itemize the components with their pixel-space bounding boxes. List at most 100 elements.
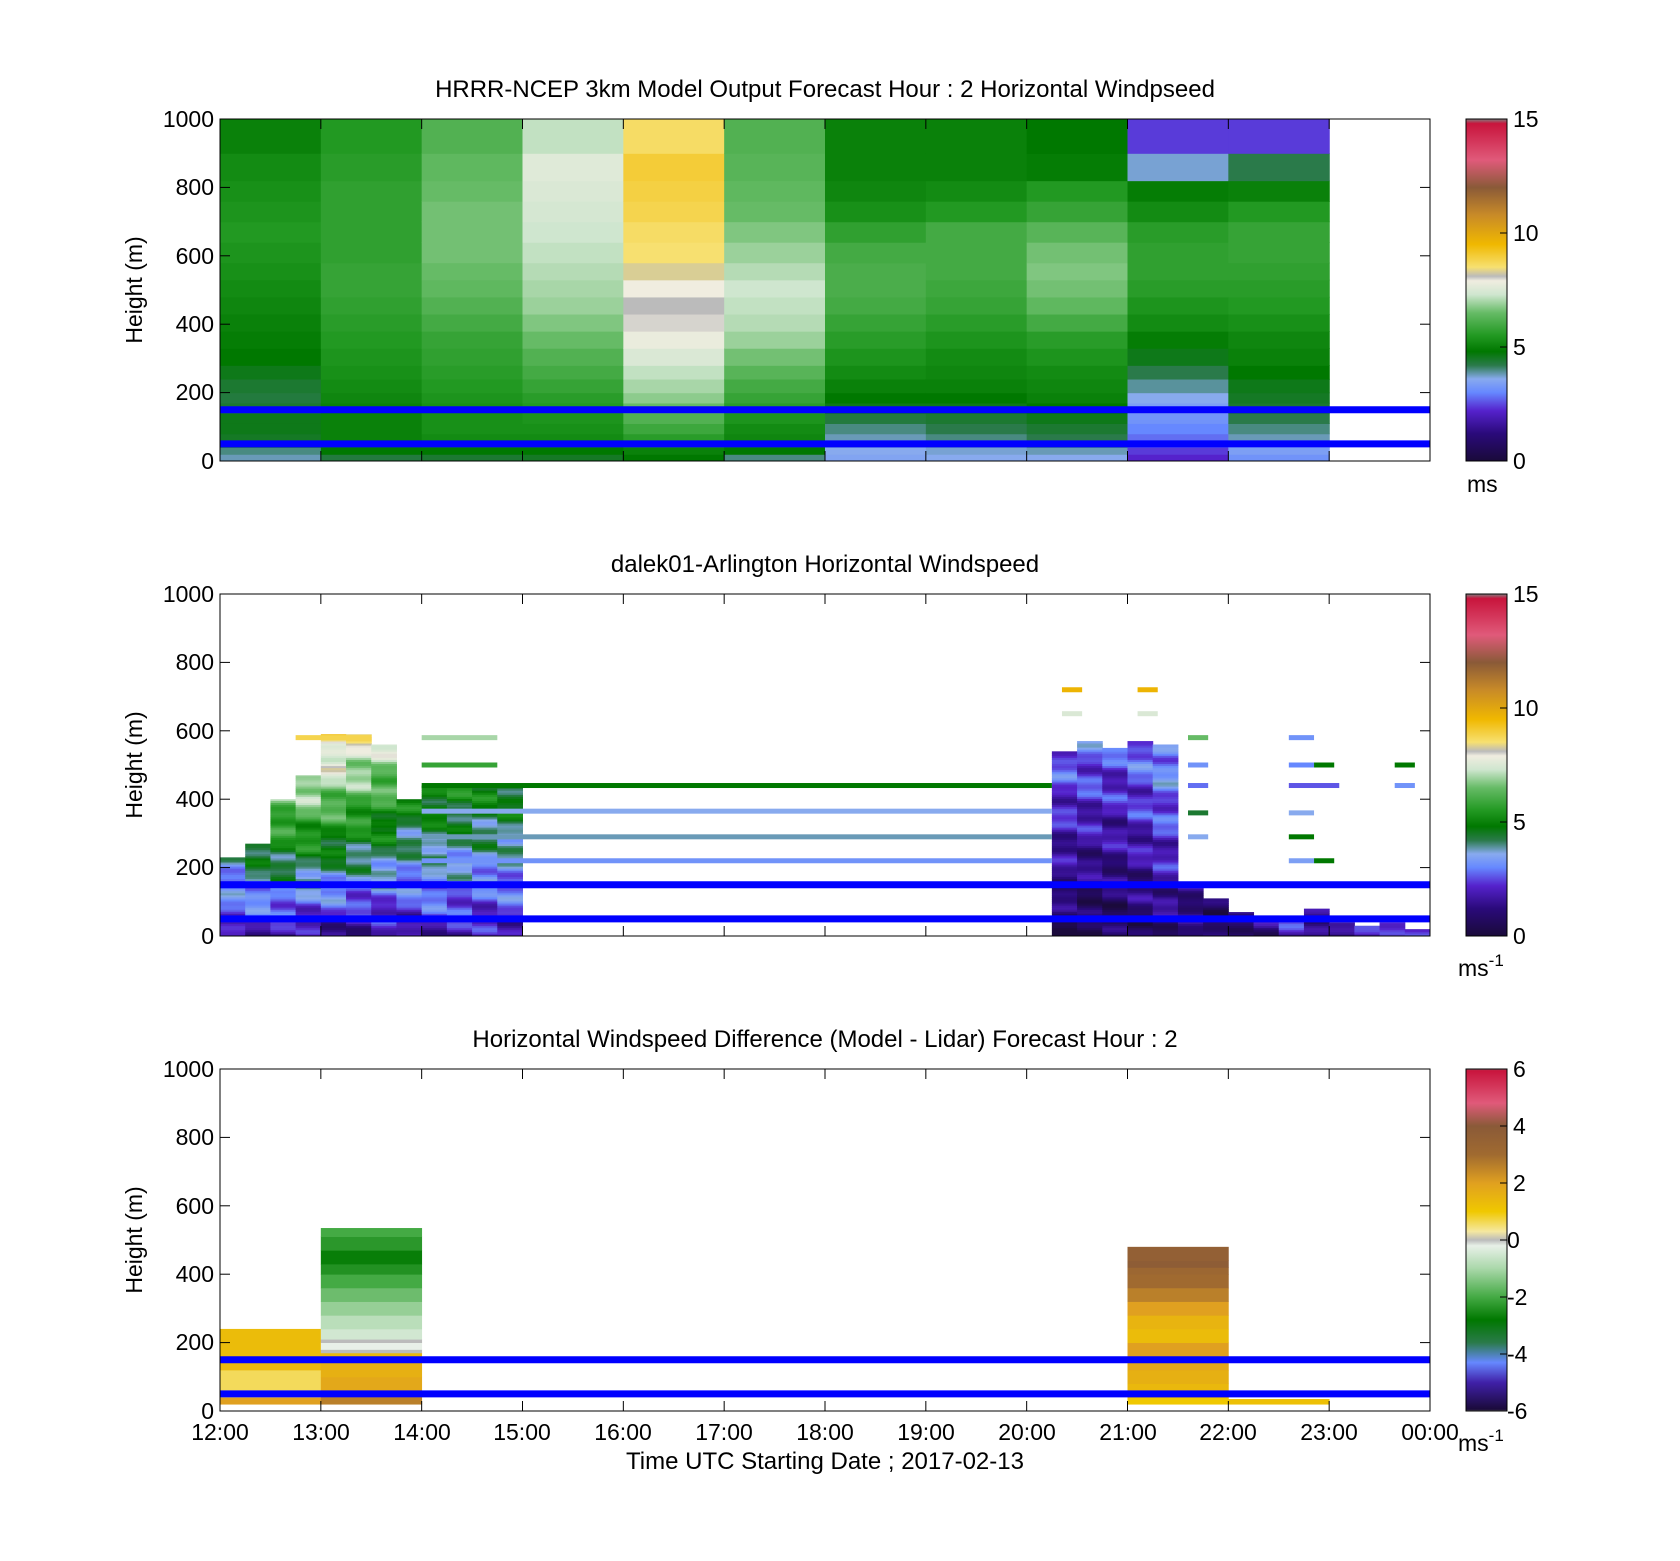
heatmap-cell — [220, 876, 246, 879]
heatmap-cell — [1127, 763, 1154, 767]
heatmap-cell — [1152, 866, 1179, 869]
heatmap-cell — [396, 849, 423, 853]
heatmap-cell — [497, 862, 523, 865]
heatmap-cell — [295, 841, 322, 845]
heatmap-cell — [623, 262, 725, 281]
heatmap-cell — [346, 923, 372, 927]
heatmap-cell — [421, 816, 448, 820]
heatmap-cell — [270, 888, 297, 892]
heatmap-cell — [270, 819, 297, 822]
heatmap-streak — [421, 762, 498, 768]
heatmap-cell — [1051, 794, 1078, 797]
heatmap-cell — [295, 800, 322, 804]
heatmap-cell — [396, 901, 423, 904]
heatmap-cell — [421, 839, 448, 843]
heatmap-cell — [421, 819, 448, 822]
heatmap-cell — [220, 413, 322, 424]
difference-panel: Horizontal Windspeed Difference (Model -… — [121, 1026, 1528, 1475]
heatmap-cell — [421, 894, 448, 898]
heatmap-cell — [1102, 868, 1128, 871]
heatmap-cell — [472, 907, 498, 910]
heatmap-cell — [1379, 923, 1406, 927]
heatmap-cell — [522, 365, 624, 380]
x-tick-label: 12:00 — [191, 1419, 249, 1445]
heatmap-cell — [1127, 833, 1154, 836]
heatmap-cell — [1077, 821, 1103, 824]
y-axis-label: Height (m) — [121, 236, 147, 343]
heatmap-cell — [1152, 810, 1179, 814]
heatmap-cell — [497, 827, 523, 830]
heatmap-cell — [446, 866, 473, 869]
heatmap-cell — [1102, 921, 1128, 925]
x-tick-label: 18:00 — [796, 1419, 854, 1445]
heatmap-cell — [446, 841, 473, 845]
heatmap-cell — [1127, 1315, 1229, 1330]
heatmap-cell — [1051, 765, 1078, 769]
heatmap-cell — [1152, 757, 1179, 760]
heatmap-cell — [295, 816, 322, 820]
heatmap-cell — [1127, 153, 1229, 182]
heatmap-cell — [320, 821, 347, 824]
heatmap-cell — [396, 903, 423, 906]
heatmap-cell — [724, 313, 826, 332]
heatmap-cell — [925, 221, 1028, 243]
heatmap-cell — [1127, 925, 1154, 929]
heatmap-cell — [1102, 769, 1128, 773]
heatmap-cell — [220, 201, 322, 223]
heatmap-cell — [1127, 903, 1154, 906]
heatmap-cell — [295, 892, 322, 896]
heatmap-cell — [320, 242, 423, 264]
heatmap-cell — [295, 792, 322, 795]
heatmap-cell — [320, 447, 423, 455]
heatmap-cell — [245, 851, 271, 855]
heatmap-cell — [1051, 843, 1078, 847]
heatmap-cell — [320, 913, 347, 916]
heatmap-cell — [1077, 913, 1103, 916]
heatmap-cell — [1077, 769, 1103, 773]
heatmap-cell — [1203, 901, 1229, 904]
heatmap-cell — [371, 771, 397, 775]
heatmap-cell — [346, 876, 372, 879]
heatmap-cell — [1127, 392, 1229, 404]
heatmap-cell — [1329, 933, 1355, 936]
heatmap-cell — [371, 744, 397, 746]
unit-base: ms — [1458, 1430, 1489, 1456]
heatmap-cell — [421, 825, 448, 828]
heatmap-cell — [1127, 778, 1154, 781]
heatmap-cell — [1102, 874, 1128, 877]
heatmap-cell — [371, 786, 397, 789]
heatmap-cell — [925, 119, 1028, 154]
heatmap-cell — [446, 927, 473, 931]
heatmap-cell — [1077, 814, 1103, 818]
heatmap-cell — [396, 843, 423, 847]
heatmap-cell — [1127, 858, 1154, 861]
heatmap-cell — [346, 909, 372, 912]
heatmap-cell — [1102, 757, 1128, 760]
heatmap-cell — [1077, 899, 1103, 902]
heatmap-cell — [295, 874, 322, 877]
heatmap-cell — [1102, 812, 1128, 816]
heatmap-cell — [1152, 794, 1179, 797]
heatmap-cell — [421, 923, 448, 927]
heatmap-cell — [421, 348, 524, 366]
heatmap-cell — [1152, 870, 1179, 873]
heatmap-cell — [220, 279, 322, 298]
x-tick-label: 15:00 — [493, 1419, 551, 1445]
heatmap-cell — [1278, 929, 1305, 933]
heatmap-cell — [1404, 929, 1430, 931]
heatmap-cell — [1379, 925, 1406, 929]
heatmap-cell — [270, 876, 297, 879]
heatmap-cell — [1102, 890, 1128, 894]
heatmap-cell — [1127, 1287, 1229, 1302]
heatmap-cell — [497, 855, 523, 859]
heatmap-cell — [371, 804, 397, 808]
heatmap-cell — [295, 888, 322, 892]
heatmap-cell — [446, 829, 473, 832]
heatmap-cell — [371, 925, 397, 929]
heatmap-cell — [925, 201, 1028, 223]
heatmap-cell — [1127, 765, 1154, 769]
unit-base: ms — [1458, 955, 1489, 981]
heatmap-cell — [1102, 829, 1128, 832]
heatmap-cell — [1127, 433, 1229, 442]
heatmap-cell — [396, 911, 423, 914]
